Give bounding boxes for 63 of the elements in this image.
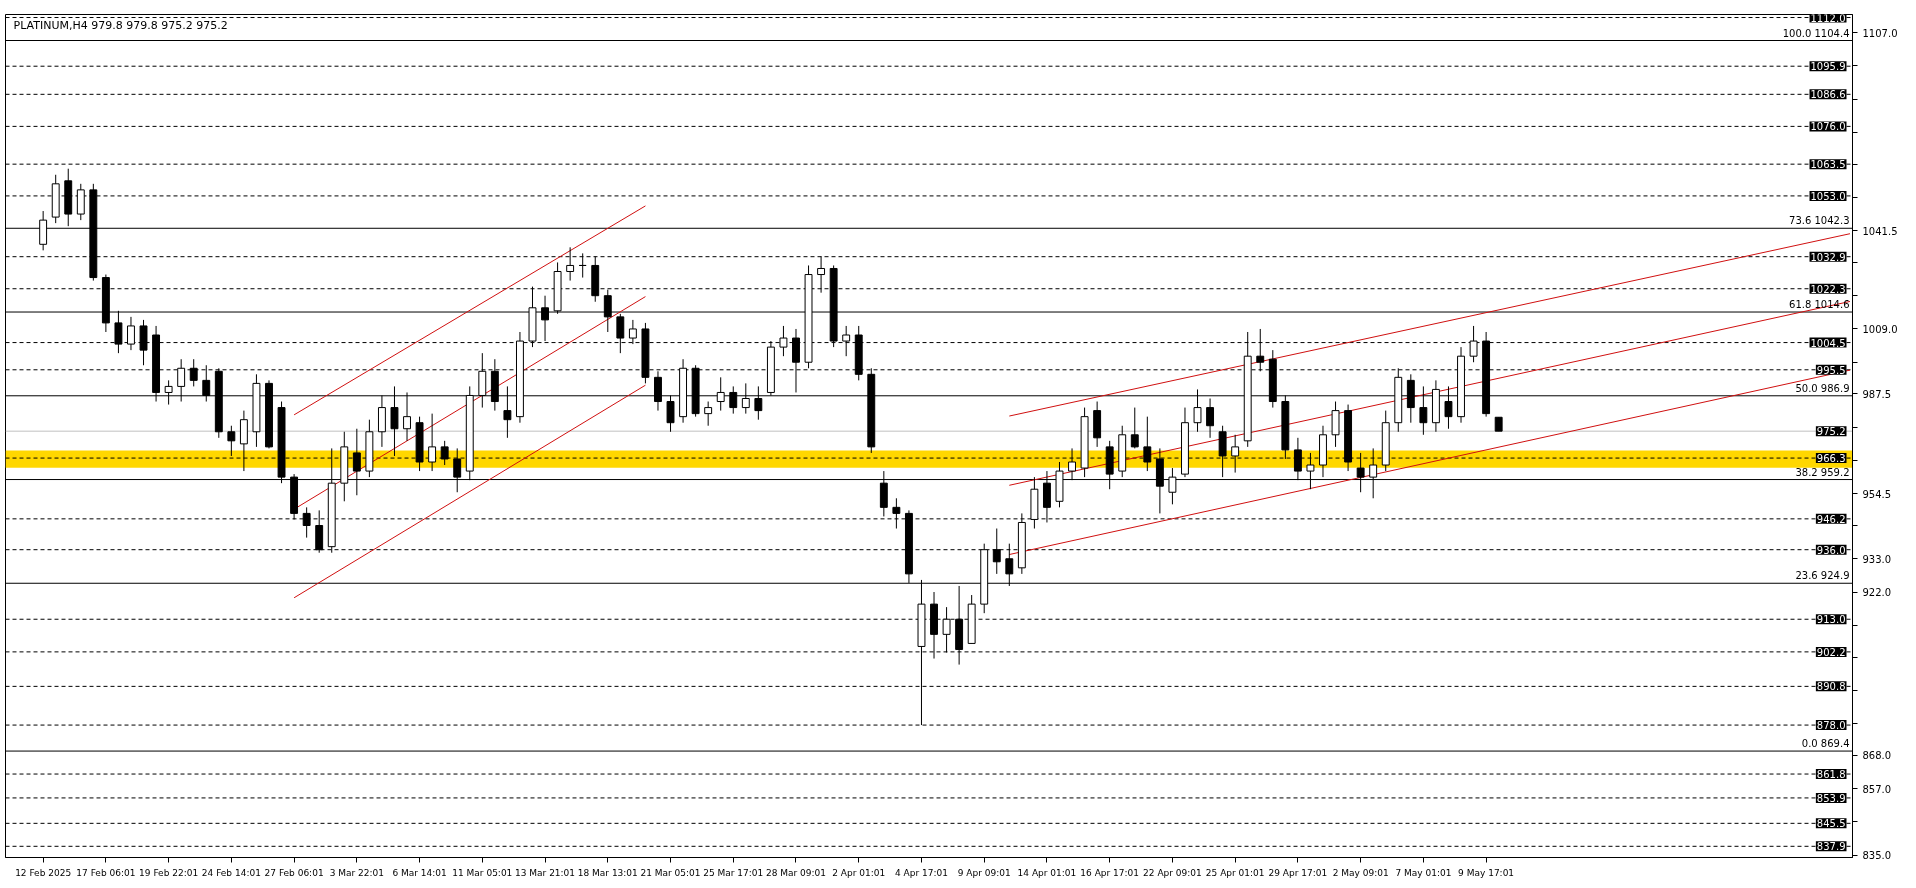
ref-line-label: 837.9 bbox=[1816, 841, 1846, 853]
ref-line-label: 845.5 bbox=[1816, 818, 1846, 830]
ref-line-label: 1063.5 bbox=[1810, 159, 1846, 171]
x-tick-label: 7 May 01:01 bbox=[1395, 867, 1452, 878]
y-tick-label: 1041.5 bbox=[1862, 225, 1898, 237]
y-tick-label: 922.0 bbox=[1862, 587, 1892, 599]
ref-line-label: 902.2 bbox=[1816, 646, 1846, 658]
y-tick-label: 954.5 bbox=[1862, 488, 1892, 500]
x-tick-label: 14 Apr 01:01 bbox=[1017, 867, 1077, 878]
y-tick-label: 933.0 bbox=[1862, 553, 1892, 565]
x-tick-label: 21 Mar 05:01 bbox=[640, 867, 701, 878]
x-tick-label: 18 Mar 13:01 bbox=[577, 867, 638, 878]
ref-line-label: 890.8 bbox=[1816, 681, 1846, 693]
x-tick-label: 12 Feb 2025 bbox=[15, 867, 72, 878]
x-tick-label: 9 May 17:01 bbox=[1458, 867, 1515, 878]
ref-line-label: 1053.0 bbox=[1810, 190, 1846, 202]
ref-line-label: 853.9 bbox=[1816, 792, 1846, 804]
x-tick-label: 28 Mar 09:01 bbox=[765, 867, 827, 878]
ref-line-label: 878.0 bbox=[1816, 720, 1846, 732]
x-tick-label: 3 Mar 22:01 bbox=[329, 867, 385, 878]
x-tick-label: 4 Apr 17:01 bbox=[894, 867, 948, 878]
x-tick-label: 2 Apr 01:01 bbox=[832, 867, 886, 878]
x-tick-label: 22 Apr 09:01 bbox=[1143, 867, 1202, 878]
ref-line-label: 975.2 bbox=[1816, 426, 1846, 438]
ref-line-label: 1076.0 bbox=[1810, 121, 1846, 133]
x-tick-label: 25 Apr 01:01 bbox=[1205, 867, 1265, 878]
ref-line-label: 1032.9 bbox=[1810, 251, 1846, 263]
ref-line-label: 50.0 986.9 bbox=[1795, 382, 1850, 394]
y-tick-label: 868.0 bbox=[1862, 750, 1892, 762]
y-tick-label: 857.0 bbox=[1862, 783, 1892, 795]
x-tick-label: 27 Feb 06:01 bbox=[264, 867, 324, 878]
y-tick-label: 987.5 bbox=[1862, 388, 1892, 400]
x-tick-label: 13 Mar 21:01 bbox=[515, 867, 576, 878]
x-tick-label: 2 May 09:01 bbox=[1332, 867, 1389, 878]
ref-line-label: 966.3 bbox=[1816, 453, 1846, 465]
ref-line-label: 1086.6 bbox=[1810, 89, 1846, 101]
x-tick-label: 19 Feb 22:01 bbox=[139, 867, 199, 878]
y-tick-label: 1107.0 bbox=[1862, 27, 1898, 39]
x-tick-label: 11 Mar 05:01 bbox=[452, 867, 513, 878]
x-tick-label: 16 Apr 17:01 bbox=[1080, 867, 1140, 878]
x-tick-label: 6 Mar 14:01 bbox=[392, 867, 447, 878]
ref-line-label: 1095.9 bbox=[1810, 61, 1846, 73]
y-tick-label: 1009.0 bbox=[1862, 323, 1898, 335]
x-tick-label: 25 Mar 17:01 bbox=[703, 867, 764, 878]
ref-line-label: 946.2 bbox=[1816, 513, 1846, 525]
x-tick-label: 29 Apr 17:01 bbox=[1268, 867, 1328, 878]
x-tick-label: 9 Apr 09:01 bbox=[957, 867, 1011, 878]
x-tick-label: 17 Feb 06:01 bbox=[76, 867, 136, 878]
ref-line-label: 1022.3 bbox=[1810, 283, 1846, 295]
ref-line-label: 23.6 924.9 bbox=[1795, 570, 1850, 582]
ref-line-label: 1112.0 bbox=[1810, 12, 1846, 24]
chart-title: PLATINUM,H4 979.8 979.8 975.2 975.2 bbox=[13, 18, 228, 32]
ref-line-label: 936.0 bbox=[1816, 544, 1846, 556]
x-tick-label: 24 Feb 14:01 bbox=[201, 867, 261, 878]
ref-line-label: 861.8 bbox=[1816, 769, 1846, 781]
ref-line-label: 1004.5 bbox=[1810, 337, 1846, 349]
ref-line-label: 38.2 959.2 bbox=[1795, 466, 1850, 478]
ref-line-label: 100.0 1104.4 bbox=[1782, 27, 1850, 39]
ref-line-label: 73.6 1042.3 bbox=[1789, 215, 1850, 227]
y-tick-label: 835.0 bbox=[1862, 850, 1892, 862]
ref-line-label: 913.0 bbox=[1816, 614, 1846, 626]
ref-line-label: 0.0 869.4 bbox=[1801, 738, 1850, 750]
ref-line-label: 995.5 bbox=[1816, 364, 1846, 376]
